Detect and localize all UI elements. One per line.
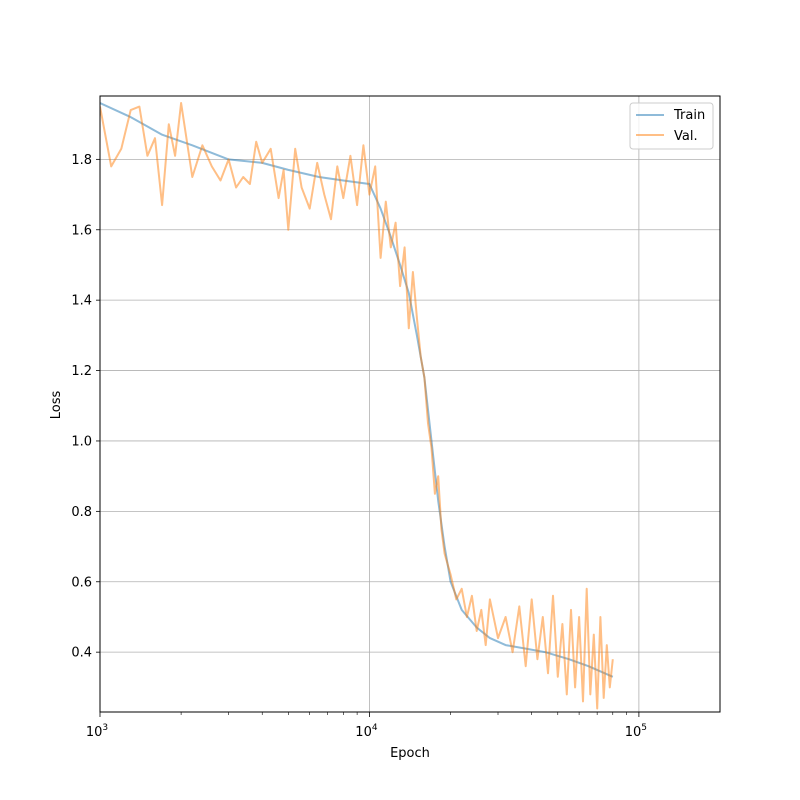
y-axis-ticks: 0.4 0.6 0.8 1.0 1.2 1.4 1.6 1.8 [71,153,100,661]
y-tick-label: 1.6 [71,223,92,238]
y-axis-label: Loss [49,391,64,420]
y-tick-label: 1.0 [71,434,92,449]
y-tick-label: 0.6 [71,575,92,590]
legend-label-train: Train [673,108,705,123]
series-layer [100,102,614,710]
y-tick-label: 0.4 [71,646,92,661]
legend: Train Val. [629,102,714,150]
y-tick-label: 1.4 [71,294,92,309]
y-tick-label: 1.8 [71,153,92,168]
series-line-val [100,102,614,710]
plot-frame [99,95,721,713]
x-axis-label: Epoch [390,746,430,761]
x-tick-label: 105 [625,723,647,740]
x-tick-label: 104 [355,723,378,740]
x-axis-ticks: 103 104 105 [86,712,647,740]
y-tick-label: 1.2 [71,364,92,379]
legend-label-val: Val. [674,129,698,144]
y-tick-label: 0.8 [71,505,92,520]
x-tick-label: 103 [86,723,108,740]
